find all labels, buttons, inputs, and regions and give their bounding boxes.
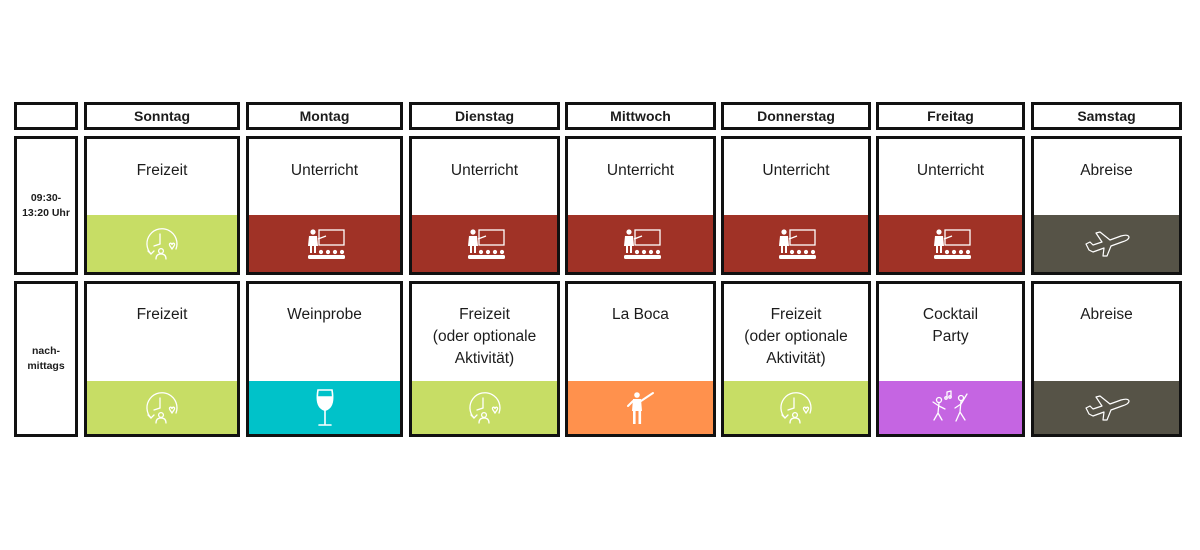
airplane-icon <box>1083 393 1131 423</box>
schedule-cell-dienstag: Freizeit (oder optionale Aktivität) <box>409 281 560 437</box>
activity-title: Abreise <box>1080 306 1133 323</box>
activity-color-band <box>568 381 713 434</box>
day-header-montag: Montag <box>246 102 403 130</box>
activity-title: Freizeit <box>136 162 188 179</box>
corner-header-cell <box>14 102 78 130</box>
party-dancers-icon <box>928 388 974 428</box>
time-slot-label: nach- mittags <box>14 281 78 437</box>
activity-color-band <box>412 381 557 434</box>
leisure-icon <box>142 388 182 428</box>
time-slot-text: nach- mittags <box>27 345 65 372</box>
activity-title: Freizeit (oder optionale Aktivität) <box>432 306 537 367</box>
activity-title: Cocktail Party <box>922 306 979 345</box>
schedule-cell-mittwoch: Unterricht <box>565 136 716 275</box>
activity-color-band <box>879 381 1022 434</box>
time-slot-text: 09:30- 13:20 Uhr <box>22 191 70 219</box>
schedule-cell-dienstag: Unterricht <box>409 136 560 275</box>
activity-title: Unterricht <box>290 162 359 179</box>
airplane-icon <box>1083 229 1131 259</box>
activity-title: Abreise <box>1080 162 1133 179</box>
schedule-cell-freitag: Unterricht <box>876 136 1025 275</box>
activity-title: Unterricht <box>916 162 985 179</box>
schedule-cell-samstag: Abreise <box>1031 136 1182 275</box>
day-header-freitag: Freitag <box>876 102 1025 130</box>
activity-color-band <box>249 215 400 272</box>
activity-title: Freizeit <box>136 306 188 323</box>
schedule-cell-samstag: Abreise <box>1031 281 1182 437</box>
activity-title: Weinprobe <box>287 306 362 323</box>
leisure-icon <box>142 224 182 264</box>
classroom-icon <box>775 226 817 262</box>
activity-color-band <box>568 215 713 272</box>
schedule-cell-mittwoch: La Boca <box>565 281 716 437</box>
leisure-icon <box>465 388 505 428</box>
classroom-icon <box>620 226 662 262</box>
activity-title: La Boca <box>612 306 669 323</box>
wine-glass-icon <box>314 388 336 428</box>
schedule-cell-montag: Weinprobe <box>246 281 403 437</box>
classroom-icon <box>304 226 346 262</box>
classroom-icon <box>464 226 506 262</box>
day-header-sonntag: Sonntag <box>84 102 240 130</box>
activity-title: Freizeit (oder optionale Aktivität) <box>744 306 848 367</box>
day-header-dienstag: Dienstag <box>409 102 560 130</box>
activity-color-band <box>724 381 868 434</box>
activity-color-band <box>724 215 868 272</box>
activity-color-band <box>249 381 400 434</box>
activity-color-band <box>879 215 1022 272</box>
activity-color-band <box>87 215 237 272</box>
activity-color-band <box>1034 215 1179 272</box>
schedule-cell-sonntag: Freizeit <box>84 281 240 437</box>
leisure-icon <box>776 388 816 428</box>
activity-color-band <box>87 381 237 434</box>
time-slot-label: 09:30- 13:20 Uhr <box>14 136 78 275</box>
activity-title: Unterricht <box>606 162 675 179</box>
activity-color-band <box>1034 381 1179 434</box>
schedule-cell-donnerstag: Unterricht <box>721 136 871 275</box>
tango-dancer-icon <box>625 390 657 426</box>
classroom-icon <box>930 226 972 262</box>
activity-title: Unterricht <box>450 162 519 179</box>
schedule-cell-freitag: Cocktail Party <box>876 281 1025 437</box>
day-header-donnerstag: Donnerstag <box>721 102 871 130</box>
schedule-cell-sonntag: Freizeit <box>84 136 240 275</box>
day-header-mittwoch: Mittwoch <box>565 102 716 130</box>
schedule-cell-montag: Unterricht <box>246 136 403 275</box>
schedule-cell-donnerstag: Freizeit (oder optionale Aktivität) <box>721 281 871 437</box>
activity-title: Unterricht <box>762 162 830 179</box>
day-header-samstag: Samstag <box>1031 102 1182 130</box>
activity-color-band <box>412 215 557 272</box>
